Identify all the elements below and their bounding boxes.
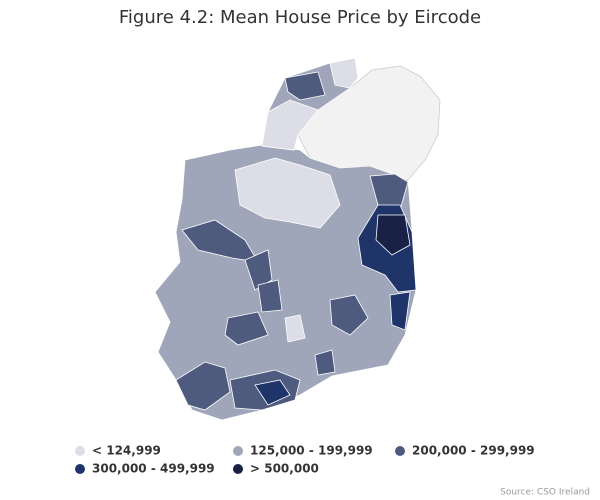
legend-swatch <box>75 446 85 456</box>
region <box>389 291 411 331</box>
region <box>261 99 319 151</box>
legend-swatch <box>233 446 243 456</box>
legend-swatch <box>233 464 243 474</box>
region <box>314 349 336 376</box>
region <box>234 157 341 229</box>
legend-label: < 124,999 <box>92 444 161 458</box>
region <box>224 311 269 346</box>
legend-label: 125,000 - 199,999 <box>250 444 373 458</box>
region <box>175 361 231 411</box>
region <box>154 144 417 421</box>
region <box>284 314 306 343</box>
legend-swatch <box>75 464 85 474</box>
source-note: Source: CSO Ireland <box>500 488 590 498</box>
region <box>254 379 291 406</box>
legend-label: 300,000 - 499,999 <box>92 462 215 476</box>
region <box>375 214 411 256</box>
region <box>329 294 369 336</box>
legend: < 124,999 125,000 - 199,999 200,000 - 299,… <box>75 444 535 476</box>
region <box>244 249 273 291</box>
region <box>257 279 283 313</box>
legend-label: 200,000 - 299,999 <box>412 444 535 458</box>
region <box>284 71 326 101</box>
map-title: Figure 4.2: Mean House Price by Eircode <box>119 7 481 28</box>
map <box>154 57 441 421</box>
legend-swatch <box>395 446 405 456</box>
legend-label: > 500,000 <box>250 462 319 476</box>
region <box>369 173 409 211</box>
region <box>329 57 359 89</box>
